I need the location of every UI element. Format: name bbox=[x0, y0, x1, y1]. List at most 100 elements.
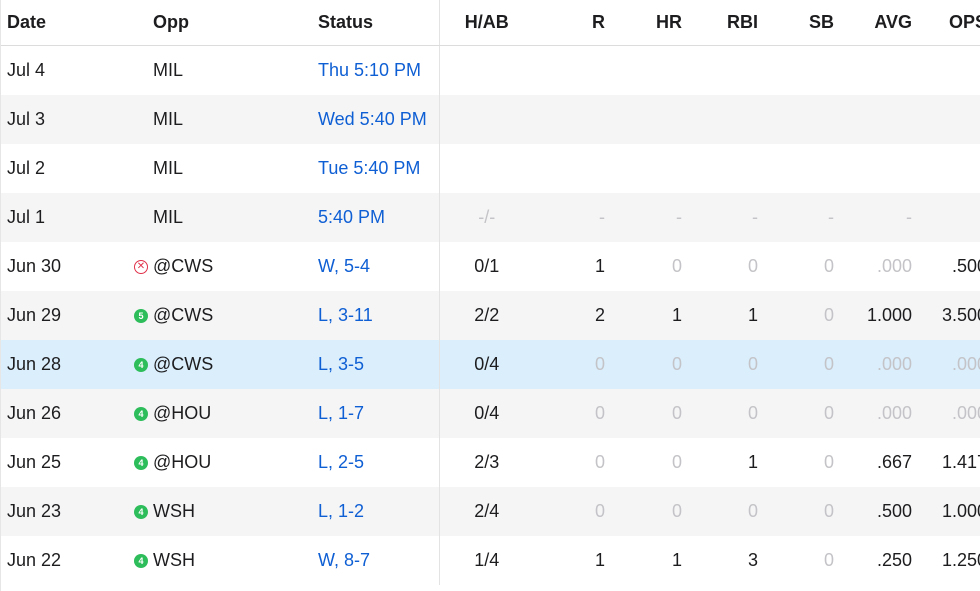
cell-hab: -/- bbox=[439, 193, 534, 242]
cell-ops: - bbox=[916, 193, 980, 242]
opp-wrapper: 4 WSH bbox=[134, 550, 195, 571]
cell-rbi bbox=[686, 95, 762, 144]
cell-hab: 1/4 bbox=[474, 550, 500, 570]
header-sb[interactable]: SB bbox=[762, 0, 838, 46]
cell-status: W, 5-4 bbox=[306, 242, 440, 291]
cell-opp: MIL bbox=[139, 144, 306, 193]
cell-opp: MIL bbox=[139, 95, 306, 144]
cell-date: Jul 2 bbox=[7, 158, 46, 178]
rating-icon[interactable]: 4 bbox=[134, 553, 148, 568]
cell-opp: 4 WSH bbox=[134, 487, 306, 536]
cell-status: W, 8-7 bbox=[306, 536, 440, 585]
cell-opp: 4 @HOU bbox=[134, 389, 306, 438]
game-status-link[interactable]: W, 5-4 bbox=[318, 256, 371, 276]
header-hab[interactable]: H/AB bbox=[439, 0, 534, 46]
cell-rbi bbox=[686, 144, 762, 193]
cell-hab: 0/4 bbox=[439, 340, 534, 389]
game-status-link[interactable]: 5:40 PM bbox=[318, 207, 386, 227]
game-status-link[interactable]: W, 8-7 bbox=[318, 550, 371, 570]
game-status-link[interactable]: L, 1-7 bbox=[318, 403, 365, 423]
cell-rbi: 0 bbox=[747, 256, 758, 276]
cell-hab: 2/2 bbox=[439, 291, 534, 340]
cell-sb bbox=[762, 144, 838, 193]
cell-opp: MIL bbox=[139, 46, 306, 96]
game-status-link[interactable]: L, 1-2 bbox=[318, 501, 365, 521]
cell-status: Wed 5:40 PM bbox=[306, 95, 440, 144]
cell-ops bbox=[916, 144, 980, 193]
header-hr[interactable]: HR bbox=[609, 0, 686, 46]
rating-icon[interactable]: 4 bbox=[134, 455, 148, 470]
game-status-link[interactable]: Tue 5:40 PM bbox=[318, 158, 421, 178]
cell-status: Thu 5:10 PM bbox=[306, 45, 440, 95]
table-row[interactable]: Jul 2 MIL Tue 5:40 PM bbox=[1, 144, 980, 193]
cell-hr bbox=[609, 95, 686, 144]
cell-r: 0 bbox=[534, 487, 609, 536]
cell-date: Jun 30 bbox=[7, 256, 62, 276]
rating-icon[interactable]: 4 bbox=[134, 357, 148, 372]
table-row[interactable]: Jun 22 4 WSH W, 8-7 1/4 1 1 3 0 .250 1.250 bbox=[1, 536, 980, 585]
cell-opp: MIL bbox=[139, 193, 306, 242]
game-status-link[interactable]: Thu 5:10 PM bbox=[318, 60, 422, 80]
game-status-link[interactable]: L, 2-5 bbox=[318, 452, 365, 472]
cell-hab bbox=[439, 46, 534, 96]
cell-avg: .000 bbox=[876, 256, 912, 276]
cell-avg: - bbox=[838, 193, 916, 242]
alert-icon[interactable]: ✕ bbox=[134, 259, 148, 274]
game-status-link[interactable]: L, 3-5 bbox=[318, 354, 365, 374]
opponent-name: MIL bbox=[153, 109, 184, 129]
rating-icon[interactable]: 5 bbox=[134, 308, 148, 323]
cell-avg bbox=[838, 95, 916, 144]
table-row[interactable]: Jul 3 MIL Wed 5:40 PM bbox=[1, 95, 980, 144]
cell-avg: 1.000 bbox=[838, 291, 916, 340]
cell-sb: 0 bbox=[762, 340, 838, 389]
cell-hr: 0 bbox=[671, 452, 682, 472]
cell-hab: 0/1 bbox=[474, 256, 500, 276]
cell-date: Jun 28 bbox=[1, 340, 139, 389]
header-rbi[interactable]: RBI bbox=[686, 0, 762, 46]
cell-avg: .250 bbox=[876, 550, 912, 570]
cell-rbi: 0 bbox=[686, 487, 762, 536]
cell-ops: .500 bbox=[951, 256, 980, 276]
rating-icon[interactable]: 4 bbox=[134, 504, 148, 519]
header-date[interactable]: Date bbox=[1, 0, 139, 46]
cell-sb: 0 bbox=[762, 291, 838, 340]
cell-hab: 2/4 bbox=[439, 487, 534, 536]
opp-wrapper: 4 WSH bbox=[134, 501, 195, 522]
header-r[interactable]: R bbox=[534, 0, 609, 46]
cell-sb bbox=[762, 46, 838, 96]
header-opp[interactable]: Opp bbox=[139, 0, 306, 46]
cell-r bbox=[534, 95, 609, 144]
opponent-name: @HOU bbox=[153, 403, 212, 423]
cell-hab: 0/4 bbox=[439, 389, 534, 438]
opponent-name: WSH bbox=[153, 550, 195, 570]
cell-avg: .667 bbox=[876, 452, 912, 472]
cell-status: L, 3-11 bbox=[306, 291, 440, 340]
cell-avg bbox=[838, 46, 916, 96]
opponent-name: @CWS bbox=[153, 354, 214, 374]
rating-icon[interactable]: 4 bbox=[134, 406, 148, 421]
game-status-link[interactable]: Wed 5:40 PM bbox=[318, 109, 427, 129]
table-row[interactable]: Jun 30 ✕ @CWS W, 5-4 0/1 1 0 0 0 .000 .500 bbox=[1, 242, 980, 291]
cell-r: 1 bbox=[594, 550, 605, 570]
cell-rbi: - bbox=[686, 193, 762, 242]
header-avg[interactable]: AVG bbox=[838, 0, 916, 46]
cell-hr: 0 bbox=[609, 389, 686, 438]
cell-ops: .000 bbox=[916, 340, 980, 389]
cell-date: Jul 1 bbox=[1, 193, 139, 242]
header-status[interactable]: Status bbox=[306, 0, 440, 46]
table-row[interactable]: Jun 25 4 @HOU L, 2-5 2/3 0 0 1 0 .667 1.417 bbox=[1, 438, 980, 487]
cell-date: Jul 4 bbox=[7, 60, 46, 80]
cell-avg: .000 bbox=[838, 389, 916, 438]
game-status-link[interactable]: L, 3-11 bbox=[318, 305, 373, 325]
table-header: Date Opp Status H/AB R HR RBI SB AVG OPS bbox=[1, 0, 980, 46]
cell-date: Jun 23 bbox=[1, 487, 139, 536]
table-row[interactable]: Jul 4 MIL Thu 5:10 PM bbox=[1, 45, 980, 96]
cell-r bbox=[534, 46, 609, 96]
header-ops[interactable]: OPS bbox=[916, 0, 980, 46]
